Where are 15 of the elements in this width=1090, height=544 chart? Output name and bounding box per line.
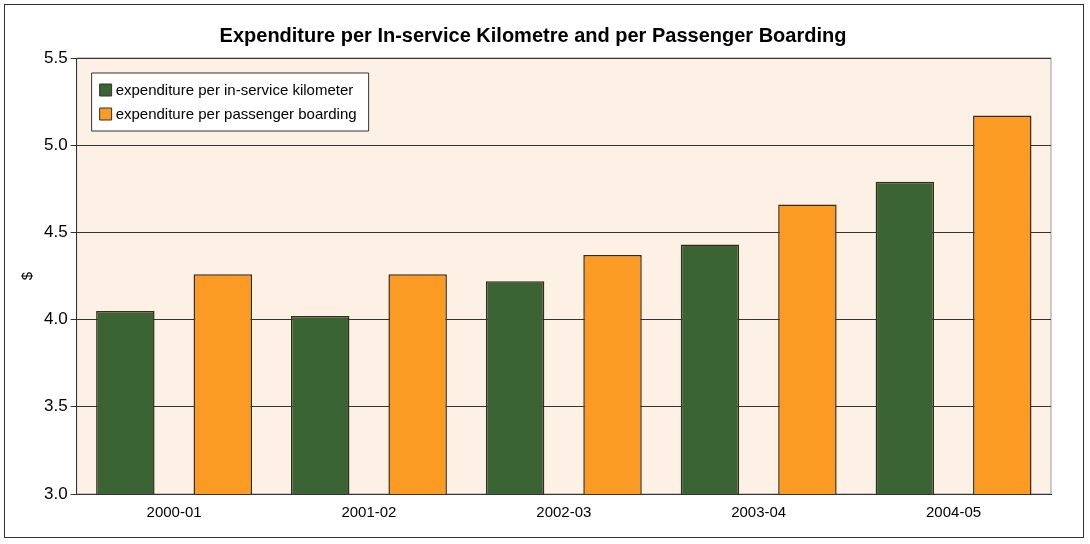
y-axis-title: $ [18, 271, 36, 281]
y-tick-label: 4.5 [43, 222, 68, 242]
x-tick-label: 2001-02 [341, 503, 397, 521]
y-tick-label: 3.5 [43, 396, 68, 416]
y-tick-label: 4.0 [43, 309, 68, 329]
legend-label: expenditure per passenger boarding [115, 105, 357, 123]
x-tick-label: 2003-04 [731, 503, 787, 521]
x-tick-label: 2002-03 [536, 503, 592, 521]
chart-title: Expenditure per In-service Kilometre and per Passenger Boarding [219, 23, 847, 46]
y-tick-label: 3.0 [43, 483, 68, 503]
x-tick-label: 2000-01 [146, 503, 202, 521]
y-tick-label: 5.0 [43, 134, 68, 154]
y-tick-label: 5.5 [43, 47, 68, 67]
legend-label: expenditure per in-service kilometer [115, 81, 354, 99]
x-tick-label: 2004-05 [926, 503, 982, 521]
